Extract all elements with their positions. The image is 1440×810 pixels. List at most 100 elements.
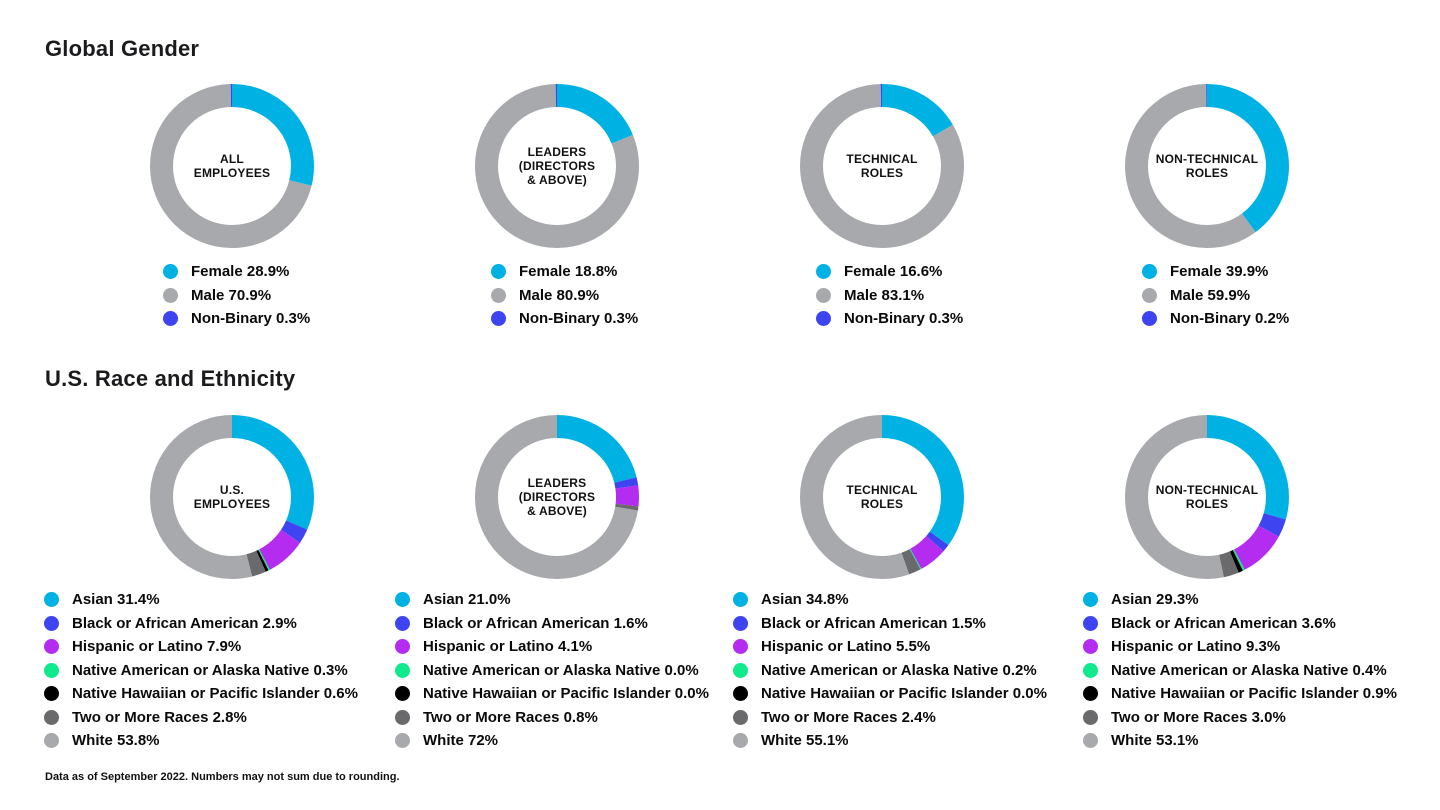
- legend-label: Black or African American 3.6%: [1111, 614, 1336, 632]
- legend-item-hispanic-or-latino: Hispanic or Latino 4.1%: [395, 635, 709, 659]
- center-label-line: EMPLOYEES: [193, 166, 271, 180]
- legend-label: Non-Binary 0.3%: [191, 310, 311, 328]
- segment-white: [800, 415, 964, 579]
- race-us-employees-ring: [150, 415, 314, 579]
- legend-dot-asian: [395, 592, 410, 608]
- legend-dot-white: [44, 733, 59, 749]
- center-label-line: TECHNICAL: [846, 483, 918, 497]
- legend-dot-male: [163, 287, 178, 303]
- legend-dot-two-or-more-races: [733, 709, 748, 725]
- legend-item-female: Female 16.6%: [816, 260, 963, 284]
- legend-dot-native-hawaiian-or-pacific-islander: [44, 686, 59, 702]
- donut-chart-race-non-technical-roles: NON-TECHNICAL ROLES: [1119, 409, 1295, 585]
- legend-dot-asian: [44, 592, 59, 608]
- legend-label: Two or More Races 0.8%: [423, 708, 598, 726]
- legend-dot-native-hawaiian-or-pacific-islander: [1083, 686, 1098, 702]
- segment-male: [1125, 84, 1289, 248]
- legend-item-asian: Asian 21.0%: [395, 588, 709, 612]
- legend-label: Black or African American 1.5%: [761, 614, 986, 632]
- legend-label: Native American or Alaska Native 0.4%: [1111, 661, 1387, 679]
- legend-dot-native-hawaiian-or-pacific-islander: [395, 686, 410, 702]
- race-non-technical-roles-ring: [1125, 415, 1289, 579]
- race-non-technical-roles-center-label: NON-TECHNICAL ROLES: [1119, 409, 1295, 585]
- legend-label: White 72%: [423, 732, 499, 750]
- legend-dot-hispanic-or-latino: [44, 639, 59, 655]
- segment-non-binary: [150, 84, 314, 248]
- legend-item-asian: Asian 31.4%: [44, 588, 358, 612]
- legend-label: Non-Binary 0.3%: [519, 310, 639, 328]
- legend-label: Non-Binary 0.2%: [1170, 310, 1290, 328]
- legend-item-two-or-more-races: Two or More Races 2.4%: [733, 706, 1047, 730]
- gender-technical-roles-legend: Female 16.6% Male 83.1% Non-Binary 0.3%: [816, 260, 963, 331]
- legend-label: Hispanic or Latino 7.9%: [72, 638, 242, 656]
- legend-label: Native Hawaiian or Pacific Islander 0.0%: [423, 685, 709, 703]
- segment-white: [1125, 415, 1289, 579]
- legend-dot-black-or-african-american: [395, 615, 410, 631]
- legend-item-non-binary: Non-Binary 0.3%: [816, 307, 963, 331]
- center-label-line: EMPLOYEES: [193, 497, 271, 511]
- legend-dot-two-or-more-races: [395, 709, 410, 725]
- race-leaders-legend: Asian 21.0% Black or African American 1.6…: [395, 588, 709, 753]
- legend-item-native-american-or-alaska-native: Native American or Alaska Native 0.3%: [44, 659, 358, 683]
- center-label-line: ROLES: [860, 166, 904, 180]
- legend-item-white: White 72%: [395, 729, 709, 753]
- legend-label: Native Hawaiian or Pacific Islander 0.6%: [72, 685, 358, 703]
- gender-non-technical-roles-legend: Female 39.9% Male 59.9% Non-Binary 0.2%: [1142, 260, 1289, 331]
- legend-label: White 53.8%: [72, 732, 160, 750]
- donut-chart-race-technical-roles: TECHNICAL ROLES: [794, 409, 970, 585]
- legend-label: Native American or Alaska Native 0.2%: [761, 661, 1037, 679]
- legend-item-hispanic-or-latino: Hispanic or Latino 5.5%: [733, 635, 1047, 659]
- legend-item-white: White 53.1%: [1083, 729, 1397, 753]
- legend-label: Asian 29.3%: [1111, 591, 1199, 609]
- legend-dot-female: [491, 264, 506, 280]
- legend-label: Hispanic or Latino 9.3%: [1111, 638, 1281, 656]
- legend-dot-white: [733, 733, 748, 749]
- legend-item-native-american-or-alaska-native: Native American or Alaska Native 0.2%: [733, 659, 1047, 683]
- center-label-line: & ABOVE): [527, 173, 587, 187]
- legend-item-non-binary: Non-Binary 0.3%: [491, 307, 638, 331]
- legend-dot-two-or-more-races: [44, 709, 59, 725]
- legend-dot-native-hawaiian-or-pacific-islander: [733, 686, 748, 702]
- legend-label: Native Hawaiian or Pacific Islander 0.9%: [1111, 685, 1397, 703]
- legend-item-white: White 55.1%: [733, 729, 1047, 753]
- legend-item-black-or-african-american: Black or African American 1.5%: [733, 612, 1047, 636]
- legend-dot-native-american-or-alaska-native: [733, 662, 748, 678]
- gender-technical-roles-center-label: TECHNICAL ROLES: [794, 78, 970, 254]
- legend-item-non-binary: Non-Binary 0.3%: [163, 307, 310, 331]
- gender-all-employees-legend: Female 28.9% Male 70.9% Non-Binary 0.3%: [163, 260, 310, 331]
- legend-item-native-american-or-alaska-native: Native American or Alaska Native 0.4%: [1083, 659, 1397, 683]
- segment-male: [800, 84, 964, 248]
- legend-label: Asian 31.4%: [72, 591, 160, 609]
- donut-chart-gender-leaders: LEADERS (DIRECTORS & ABOVE): [469, 78, 645, 254]
- gender-non-technical-roles-ring: [1125, 84, 1289, 248]
- legend-label: Two or More Races 2.8%: [72, 708, 247, 726]
- legend-dot-hispanic-or-latino: [733, 639, 748, 655]
- legend-dot-non-binary: [816, 311, 831, 327]
- legend-item-white: White 53.8%: [44, 729, 358, 753]
- center-label-line: LEADERS: [527, 145, 587, 159]
- center-label-line: LEADERS: [527, 476, 587, 490]
- legend-label: Native American or Alaska Native 0.0%: [423, 661, 699, 679]
- legend-dot-asian: [1083, 592, 1098, 608]
- legend-item-black-or-african-american: Black or African American 3.6%: [1083, 612, 1397, 636]
- legend-item-hispanic-or-latino: Hispanic or Latino 9.3%: [1083, 635, 1397, 659]
- legend-dot-non-binary: [491, 311, 506, 327]
- legend-item-female: Female 39.9%: [1142, 260, 1289, 284]
- legend-dot-black-or-african-american: [1083, 615, 1098, 631]
- segment-male: [150, 84, 314, 248]
- center-label-line: TECHNICAL: [846, 152, 918, 166]
- legend-item-native-hawaiian-or-pacific-islander: Native Hawaiian or Pacific Islander 0.0%: [395, 682, 709, 706]
- race-technical-roles-legend: Asian 34.8% Black or African American 1.5…: [733, 588, 1047, 753]
- legend-label: Black or African American 2.9%: [72, 614, 297, 632]
- legend-dot-male: [1142, 287, 1157, 303]
- center-label-line: ROLES: [1185, 166, 1229, 180]
- legend-item-female: Female 18.8%: [491, 260, 638, 284]
- legend-dot-female: [163, 264, 178, 280]
- legend-dot-female: [816, 264, 831, 280]
- legend-dot-native-american-or-alaska-native: [44, 662, 59, 678]
- segment-white: [475, 415, 639, 579]
- legend-item-black-or-african-american: Black or African American 2.9%: [44, 612, 358, 636]
- legend-item-two-or-more-races: Two or More Races 3.0%: [1083, 706, 1397, 730]
- legend-item-native-hawaiian-or-pacific-islander: Native Hawaiian or Pacific Islander 0.9%: [1083, 682, 1397, 706]
- legend-label: Two or More Races 3.0%: [1111, 708, 1286, 726]
